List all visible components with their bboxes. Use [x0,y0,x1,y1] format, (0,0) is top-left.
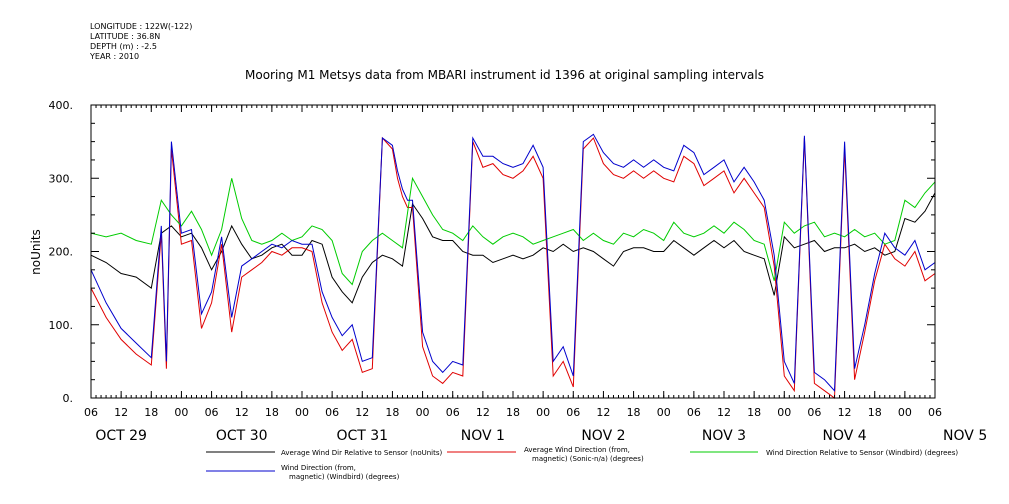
x-hour-tick-label: 12 [355,406,369,419]
x-day-label: NOV 5 [943,428,987,444]
x-hour-tick-label: 18 [747,406,761,419]
x-hour-tick-label: 12 [114,406,128,419]
series-line-4 [90,133,936,392]
longitude-text: LONGITUDE : 122W(-122) [90,22,193,31]
x-hour-tick-label: 18 [868,406,882,419]
x-day-label: OCT 30 [216,428,268,444]
x-hour-tick-label: 00 [536,406,550,419]
legend-label-2: Average Wind Direction (from, magnetic) (… [524,446,644,463]
x-hour-tick-label: 06 [807,406,821,419]
x-day-label: OCT 29 [95,428,147,444]
y-tick-label: 300. [49,172,74,185]
plot-frame [90,104,936,399]
series-line-1 [90,192,936,304]
x-hour-tick-label: 12 [838,406,852,419]
metadata-block: LONGITUDE : 122W(-122) LATITUDE : 36.8N … [90,22,192,62]
x-hour-tick-label: 18 [265,406,279,419]
x-hour-tick-label: 18 [627,406,641,419]
chart-title: Mooring M1 Metsys data from MBARI instru… [245,68,764,82]
y-tick-label: 0. [63,392,74,405]
x-day-label: NOV 1 [461,428,505,444]
y-tick-label: 100. [49,319,74,332]
x-hour-tick-label: 00 [416,406,430,419]
y-tick-label: 400. [49,99,74,112]
series-layer [90,133,936,399]
year-text: YEAR : 2010 [90,52,140,61]
series-line-3 [90,176,936,286]
x-hour-tick-label: 00 [657,406,671,419]
axes-layer: 06 12 18 00 06 12 18 00 06 12 18 00 06 12 18 00 06 12 18 00… [49,99,988,444]
x-day-label: OCT 31 [336,428,388,444]
x-hour-tick-label: 06 [928,406,942,419]
x-hour-tick-label: 00 [295,406,309,419]
x-hour-tick-label: 06 [205,406,219,419]
x-hour-tick-label: 00 [898,406,912,419]
latitude-text: LATITUDE : 36.8N [90,32,161,41]
x-hour-tick-label: 00 [777,406,791,419]
x-hour-tick-label: 06 [566,406,580,419]
x-hour-tick-label: 00 [174,406,188,419]
x-hour-tick-label: 06 [84,406,98,419]
x-hour-tick-label: 12 [476,406,490,419]
legend-label-3: Wind Direction Relative to Sensor (Windb… [766,449,958,457]
x-hour-tick-label: 18 [506,406,520,419]
x-hour-tick-label: 06 [687,406,701,419]
legend-layer: Average Wind Dir Relative to Sensor (noU… [206,446,958,481]
series-line-2 [90,136,936,399]
depth-text: DEPTH (m) : -2.5 [90,42,157,51]
x-hour-tick-label: 12 [235,406,249,419]
x-hour-tick-label: 12 [596,406,610,419]
x-hour-tick-label: 18 [144,406,158,419]
x-hour-tick-label: 12 [717,406,731,419]
x-hour-tick-label: 06 [446,406,460,419]
x-day-label: NOV 3 [702,428,746,444]
y-tick-label: 200. [49,246,74,259]
legend-label-4: Wind Direction (from, magnetic) (Windbird… [281,464,400,481]
legend-label-1: Average Wind Dir Relative to Sensor (noU… [281,449,442,457]
x-day-label: NOV 4 [822,428,866,444]
x-hour-tick-label: 06 [325,406,339,419]
x-day-label: NOV 2 [581,428,625,444]
x-hour-tick-label: 18 [385,406,399,419]
